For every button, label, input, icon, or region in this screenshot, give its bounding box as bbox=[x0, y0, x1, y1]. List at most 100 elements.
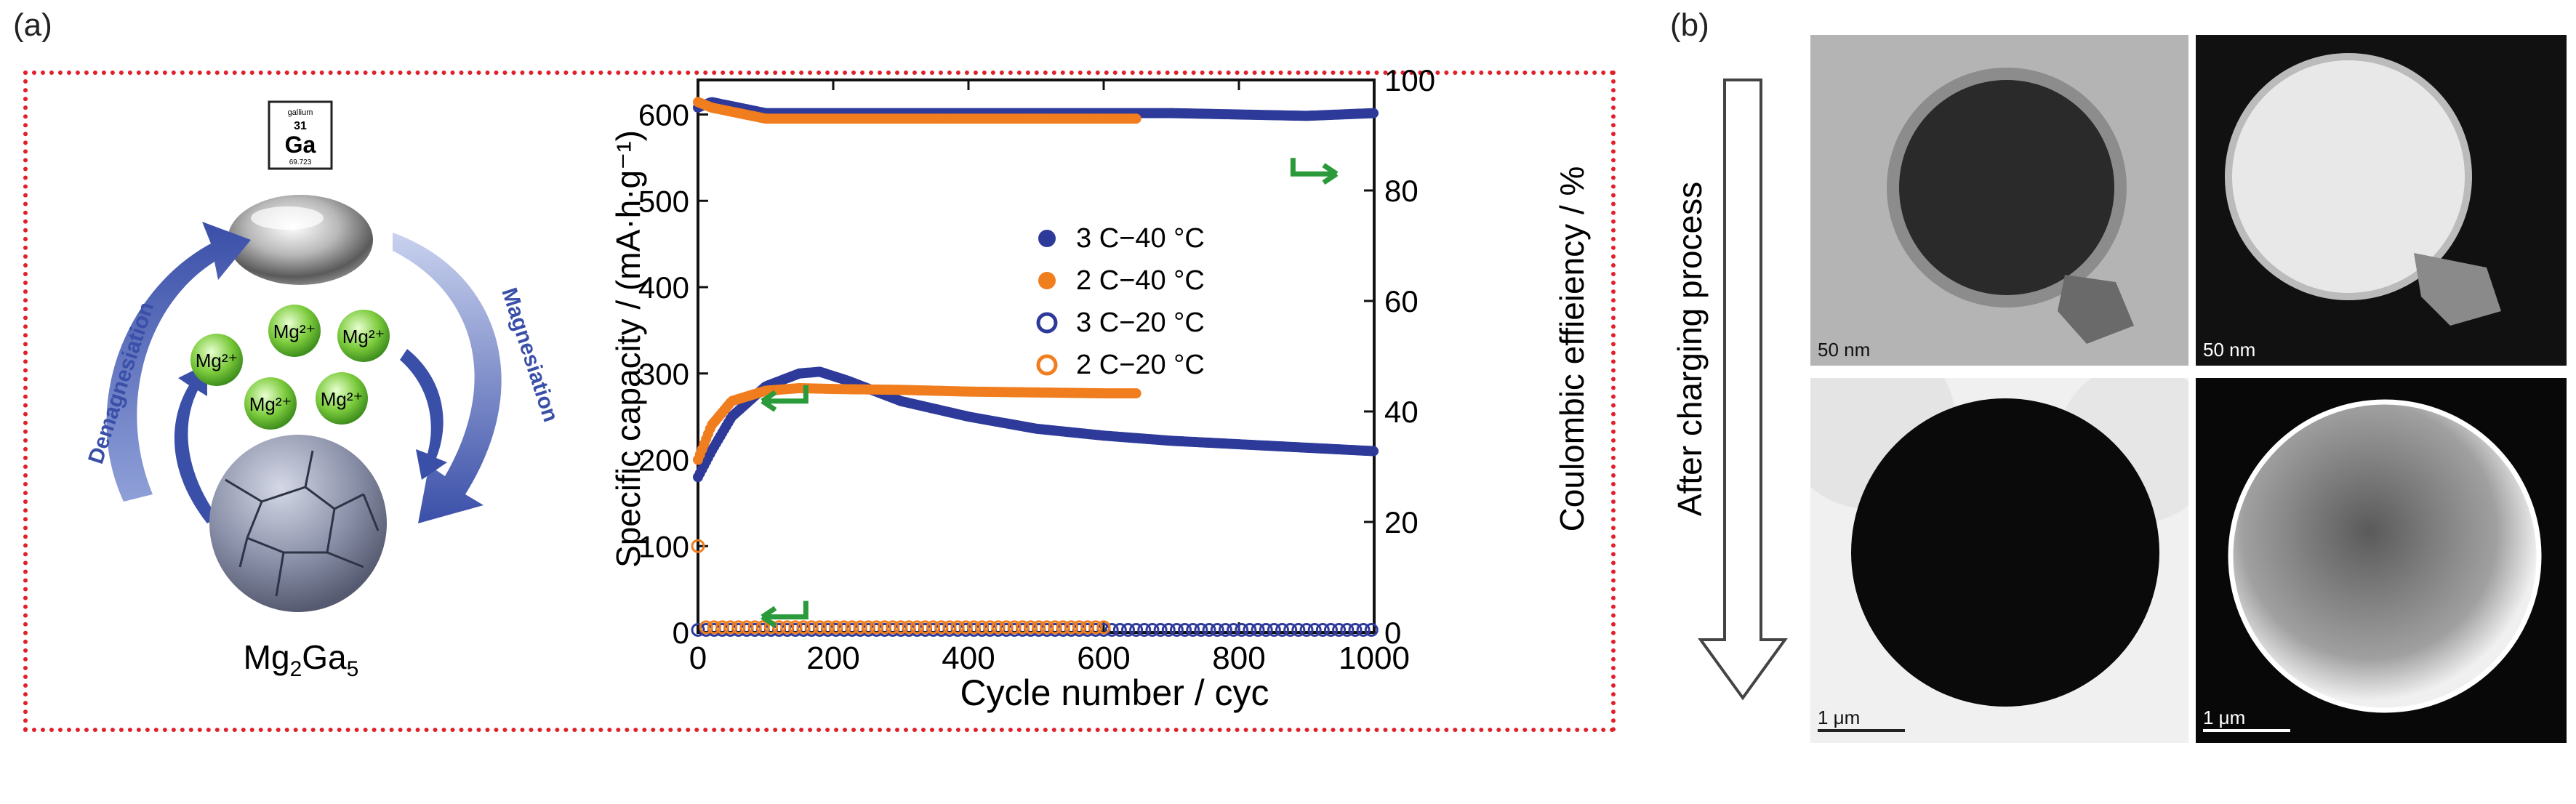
legend-label: 2 C−40 °C bbox=[1076, 265, 1205, 296]
plot-frame bbox=[697, 79, 1376, 634]
data-point-2-c-20-c bbox=[707, 620, 721, 635]
right-axis-indicator-icon bbox=[1290, 158, 1339, 185]
data-point-2-c-20-c bbox=[926, 620, 941, 635]
x-tick-label: 800 bbox=[1212, 640, 1265, 676]
data-point-3-c-20-c bbox=[1299, 622, 1314, 637]
scale-bar-label: 50 nm bbox=[1818, 339, 1871, 361]
y-axis-right-label: Coulombic effieiency / % bbox=[1553, 166, 1591, 532]
data-point-2-c-20-c bbox=[1096, 620, 1111, 635]
data-point-2-c-20-c bbox=[1032, 620, 1046, 635]
data-point-2-c-20-c bbox=[723, 620, 738, 635]
y-left-tick-label: 300 bbox=[638, 357, 689, 391]
data-point-2-c-20-c bbox=[999, 620, 1014, 635]
data-point-3-c-20-c bbox=[1275, 622, 1290, 637]
data-point-3-c-20-c bbox=[1291, 622, 1306, 637]
data-point-2-c-20-c bbox=[731, 620, 746, 635]
data-point-3-c-20-c bbox=[1340, 622, 1355, 637]
data-point-2-c-20-c bbox=[796, 620, 811, 635]
panel-label-b: (b) bbox=[1670, 7, 1709, 43]
data-point-3-c-40-c bbox=[1368, 446, 1379, 457]
y-right-tick-label: 60 bbox=[1384, 284, 1419, 318]
data-point-3-c-20-c bbox=[1251, 622, 1265, 637]
data-point-3-c-20-c bbox=[1323, 622, 1338, 637]
data-point-2-c-20-c bbox=[715, 620, 729, 635]
data-point-2-c-20-c bbox=[894, 620, 908, 635]
y-axis-left-label: Specific capacity / (mA·h·g⁻¹) bbox=[609, 130, 647, 568]
data-point-2-c-20-c bbox=[691, 539, 705, 553]
data-point-3-c-20-c bbox=[1364, 622, 1379, 637]
data-point-2-c-20-c bbox=[821, 620, 835, 635]
data-point-3-c-20-c bbox=[1283, 622, 1298, 637]
data-point-2-c-20-c bbox=[942, 620, 957, 635]
data-point-3-c-20-c bbox=[1218, 622, 1232, 637]
data-point-3-c-20-c bbox=[1202, 622, 1216, 637]
legend-marker bbox=[1036, 354, 1058, 376]
data-point-2-c-20-c bbox=[910, 620, 924, 635]
y-left-tick-label: 500 bbox=[638, 184, 689, 218]
data-point-3-c-20-c bbox=[1120, 622, 1135, 637]
y-right-tick-label: 40 bbox=[1384, 395, 1419, 429]
data-point-3-c-20-c bbox=[1137, 622, 1152, 637]
data-point-3-c-40-c-ce bbox=[1368, 108, 1379, 118]
data-point-3-c-20-c bbox=[1348, 622, 1363, 637]
data-point-3-c-20-c bbox=[1332, 622, 1347, 637]
data-point-2-c-20-c bbox=[958, 620, 973, 635]
data-point-2-c-20-c bbox=[886, 620, 900, 635]
data-point-2-c-20-c bbox=[991, 620, 1006, 635]
data-point-2-c-20-c bbox=[1064, 620, 1078, 635]
data-point-2-c-20-c bbox=[1080, 620, 1095, 635]
x-axis-label: Cycle number / cyc bbox=[960, 672, 1269, 713]
element-mass: 69.723 bbox=[289, 158, 312, 166]
legend-label: 3 C−40 °C bbox=[1076, 223, 1205, 254]
panel-a-frame bbox=[23, 71, 1616, 732]
data-point-3-c-20-c bbox=[1104, 622, 1119, 637]
left-axis-indicator-icon bbox=[761, 600, 808, 628]
data-point-2-c-20-c bbox=[975, 620, 990, 635]
data-point-3-c-20-c bbox=[1194, 622, 1208, 637]
data-point-3-c-20-c bbox=[1315, 622, 1330, 637]
data-point-3-c-20-c bbox=[1112, 622, 1127, 637]
data-point-2-c-40-c-ce bbox=[1131, 113, 1141, 124]
tem-image-bottom-left: 1 μm bbox=[1810, 378, 2188, 743]
data-point-3-c-20-c bbox=[1227, 622, 1241, 637]
data-point-2-c-20-c bbox=[747, 620, 762, 635]
y-right-tick-label: 20 bbox=[1384, 505, 1419, 539]
svg-text:Mg²⁺: Mg²⁺ bbox=[196, 350, 238, 371]
mg-ion-2: Mg²⁺ bbox=[268, 305, 321, 357]
element-name: gallium bbox=[288, 108, 313, 117]
x-tick-label: 0 bbox=[689, 640, 707, 676]
data-point-2-c-20-c bbox=[918, 620, 932, 635]
tem-image-top-right: 50 nm bbox=[2196, 35, 2567, 366]
data-point-3-c-20-c bbox=[1259, 622, 1273, 637]
data-point-2-c-20-c bbox=[780, 620, 795, 635]
legend-marker bbox=[1038, 272, 1056, 289]
data-point-3-c-20-c bbox=[1267, 622, 1281, 637]
data-point-2-c-20-c bbox=[853, 620, 867, 635]
data-point-2-c-20-c bbox=[812, 620, 827, 635]
gallium-droplet-icon bbox=[228, 195, 373, 285]
data-point-3-c-20-c bbox=[1161, 622, 1176, 637]
y-left-tick-label: 100 bbox=[638, 529, 689, 563]
scale-bar-label: 1 μm bbox=[1818, 707, 1861, 728]
down-arrow-icon bbox=[1698, 79, 1788, 701]
legend-marker bbox=[1038, 230, 1056, 247]
y-right-tick-label: 0 bbox=[1384, 616, 1401, 650]
data-point-3-c-20-c bbox=[1178, 622, 1192, 637]
y-left-tick-label: 200 bbox=[638, 443, 689, 478]
legend-label: 2 C−20 °C bbox=[1076, 350, 1205, 380]
scale-bar-label: 50 nm bbox=[2203, 339, 2256, 361]
svg-text:Mg²⁺: Mg²⁺ bbox=[342, 326, 385, 347]
data-point-2-c-20-c bbox=[934, 620, 949, 635]
mg2ga5-cracked-sphere-icon bbox=[209, 435, 387, 612]
data-point-3-c-20-c bbox=[1129, 622, 1144, 637]
data-point-3-c-20-c bbox=[1145, 622, 1160, 637]
data-point-2-c-20-c bbox=[1088, 620, 1103, 635]
data-point-3-c-20-c bbox=[1243, 622, 1257, 637]
svg-text:Mg²⁺: Mg²⁺ bbox=[249, 393, 292, 415]
legend-label: 3 C−20 °C bbox=[1076, 307, 1205, 338]
tem-image-bottom-right: 1 μm bbox=[2196, 378, 2567, 743]
tem-image-top-left: 50 nm bbox=[1810, 35, 2188, 366]
y-right-tick-label: 100 bbox=[1384, 65, 1435, 97]
data-point-2-c-20-c bbox=[837, 620, 851, 635]
data-point-3-c-20-c bbox=[691, 622, 705, 637]
